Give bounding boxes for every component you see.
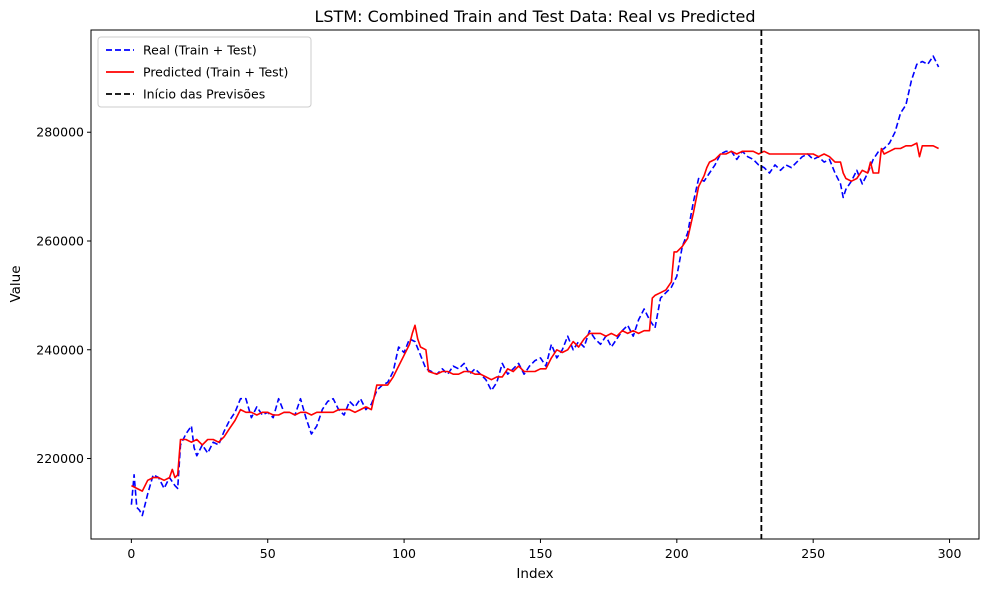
x-tick-label: 250: [801, 546, 825, 561]
legend-label-forecast-start: Início das Previsões: [143, 87, 265, 102]
x-tick-label: 300: [938, 546, 962, 561]
chart-title: LSTM: Combined Train and Test Data: Real…: [314, 7, 755, 26]
ticks-layer: 0 50 100 150 200 250 300 220000 240000 260000 2800…: [36, 125, 961, 561]
series-line-predicted: [131, 142, 939, 492]
y-tick-label: 240000: [36, 342, 84, 357]
y-tick-label: 280000: [36, 125, 84, 140]
legend: Real (Train + Test) Predicted (Train + T…: [97, 36, 312, 108]
plot-layer: [130, 30, 940, 539]
x-tick-label: 50: [260, 546, 276, 561]
legend-label-real: Real (Train + Test): [143, 43, 257, 58]
x-tick-label: 200: [665, 546, 689, 561]
x-tick-label: 0: [127, 546, 135, 561]
legend-label-predicted: Predicted (Train + Test): [143, 65, 288, 80]
y-tick-label: 260000: [36, 233, 84, 248]
legend-box: [97, 36, 312, 108]
series-line-real: [130, 55, 940, 517]
x-axis-label: Index: [516, 566, 553, 582]
x-tick-label: 150: [529, 546, 553, 561]
y-tick-label: 220000: [36, 451, 84, 466]
x-tick-label: 100: [392, 546, 416, 561]
plot-frame: [90, 29, 980, 540]
y-axis-label: Value: [8, 265, 24, 302]
